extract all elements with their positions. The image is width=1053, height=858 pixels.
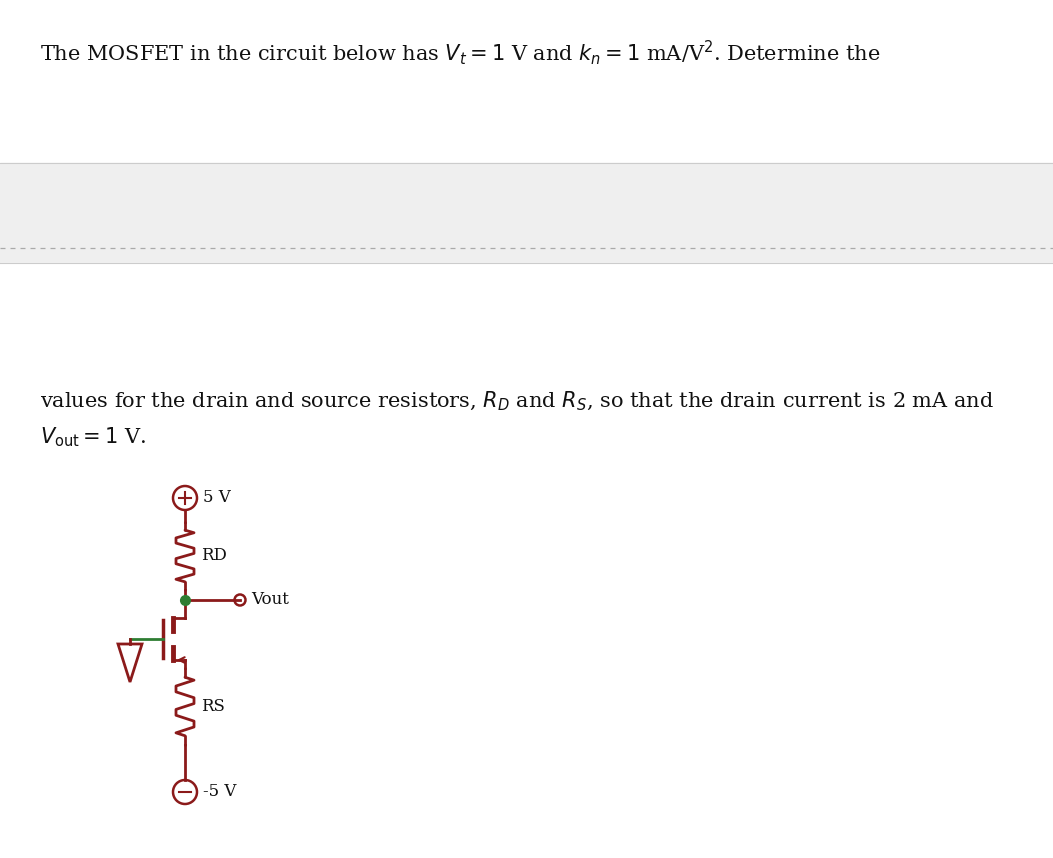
Text: RS: RS bbox=[201, 698, 225, 715]
Text: Vout: Vout bbox=[251, 591, 289, 608]
Text: 5 V: 5 V bbox=[203, 490, 231, 506]
Text: RD: RD bbox=[201, 547, 226, 565]
Text: The MOSFET in the circuit below has $V_t = 1$ V and $k_n = 1$ mA/V$^2$. Determin: The MOSFET in the circuit below has $V_t… bbox=[40, 38, 880, 67]
Bar bbox=[0, 163, 1053, 263]
Bar bbox=[0, 0, 1053, 163]
Text: -5 V: -5 V bbox=[203, 783, 236, 801]
Bar bbox=[0, 263, 1053, 858]
Text: values for the drain and source resistors, $R_D$ and $R_S$, so that the drain cu: values for the drain and source resistor… bbox=[40, 390, 994, 414]
Text: $V_{\mathrm{out}} = 1$ V.: $V_{\mathrm{out}} = 1$ V. bbox=[40, 425, 146, 449]
